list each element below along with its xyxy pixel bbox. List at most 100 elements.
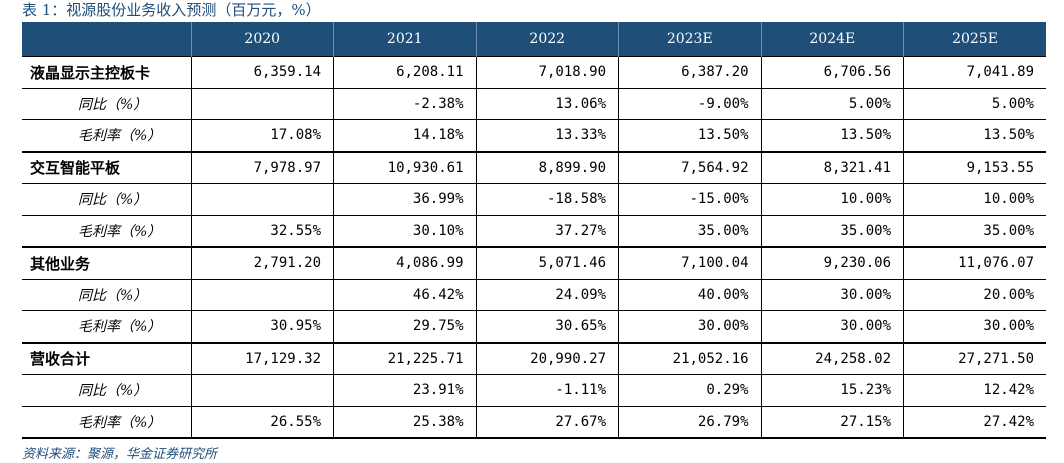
row-label: 交互智能平板 xyxy=(22,150,192,184)
value-cell: 32.55% xyxy=(191,214,334,247)
source-note: 资料来源：聚源，华金证券研究所 xyxy=(22,447,218,462)
row-label: 营收合计 xyxy=(22,341,192,375)
row-label: 毛利率（%） xyxy=(22,214,192,247)
metric-row: 同比（%） 23.91% -1.11% 0.29% 15.23% 12.42% xyxy=(22,374,1046,406)
value-cell: 6,706.56 xyxy=(761,56,904,88)
value-cell: 8,321.41 xyxy=(761,150,904,184)
metric-row: 毛利率（%） 17.08% 14.18% 13.33% 13.50% 13.50% 13.5… xyxy=(22,119,1046,152)
row-label: 液晶显示主控板卡 xyxy=(22,56,192,88)
value-cell: 30.65% xyxy=(476,310,619,343)
value-cell: 7,018.90 xyxy=(476,56,619,88)
value-cell: 12.42% xyxy=(903,374,1046,406)
value-cell: 10,930.61 xyxy=(333,150,477,184)
metric-row: 同比（%） -2.38% 13.06% -9.00% 5.00% 5.00% xyxy=(22,87,1046,120)
header-year-cell: 2025E xyxy=(903,22,1046,57)
value-cell: 4,086.99 xyxy=(333,246,477,279)
value-cell: 37.27% xyxy=(476,214,619,247)
value-cell xyxy=(191,87,334,120)
value-cell: 7,978.97 xyxy=(191,150,334,184)
value-cell: 30.00% xyxy=(761,278,904,311)
value-cell: 13.50% xyxy=(903,119,1046,152)
value-cell: 0.29% xyxy=(618,374,762,406)
value-cell: 29.75% xyxy=(333,310,477,343)
value-cell: 7,100.04 xyxy=(618,246,762,279)
segment-row: 营收合计 17,129.32 21,225.71 20,990.27 21,052.16… xyxy=(22,341,1046,375)
value-cell: 5,071.46 xyxy=(476,246,619,279)
value-cell: 23.91% xyxy=(333,374,477,406)
value-cell: 20.00% xyxy=(903,278,1046,311)
value-cell: 13.50% xyxy=(618,119,762,152)
segment-row: 液晶显示主控板卡 6,359.14 6,208.11 7,018.90 6,387.20… xyxy=(22,56,1046,88)
value-cell: 30.00% xyxy=(618,310,762,343)
value-cell: 13.50% xyxy=(761,119,904,152)
value-cell: 15.23% xyxy=(761,374,904,406)
row-label: 同比（%） xyxy=(22,374,192,406)
value-cell: 27.67% xyxy=(476,405,619,439)
table-caption: 表 1：视源股份业务收入预测（百万元，%） xyxy=(22,1,321,19)
value-cell: 25.38% xyxy=(333,405,477,439)
value-cell: 21,225.71 xyxy=(333,341,477,375)
value-cell: 24.09% xyxy=(476,278,619,311)
value-cell: 8,899.90 xyxy=(476,150,619,184)
value-cell: 9,230.06 xyxy=(761,246,904,279)
value-cell: 9,153.55 xyxy=(903,150,1046,184)
metric-row: 毛利率（%） 26.55% 25.38% 27.67% 26.79% 27.15% 27.4… xyxy=(22,405,1046,439)
header-year-cell: 2024E xyxy=(761,22,904,57)
value-cell: 30.00% xyxy=(903,310,1046,343)
header-year-cell: 2022 xyxy=(476,22,619,57)
value-cell: 17.08% xyxy=(191,119,334,152)
value-cell: 35.00% xyxy=(903,214,1046,247)
header-year-cell: 2020 xyxy=(191,22,334,57)
value-cell: -15.00% xyxy=(618,183,762,215)
value-cell: 5.00% xyxy=(761,87,904,120)
value-cell: 6,387.20 xyxy=(618,56,762,88)
header-row: 2020 2021 2022 2023E 2024E 2025E xyxy=(22,22,1046,57)
revenue-forecast-table: 2020 2021 2022 2023E 2024E 2025E 液晶显示主控板卡 6,35… xyxy=(22,22,1046,439)
value-cell: 26.55% xyxy=(191,405,334,439)
value-cell: 10.00% xyxy=(761,183,904,215)
segment-row: 其他业务 2,791.20 4,086.99 5,071.46 7,100.04 9,23… xyxy=(22,246,1046,279)
value-cell: 20,990.27 xyxy=(476,341,619,375)
value-cell xyxy=(191,374,334,406)
row-label: 毛利率（%） xyxy=(22,119,192,152)
header-year-cell: 2021 xyxy=(333,22,477,57)
value-cell: 17,129.32 xyxy=(191,341,334,375)
value-cell: 7,564.92 xyxy=(618,150,762,184)
row-label: 其他业务 xyxy=(22,246,192,279)
table-body: 液晶显示主控板卡 6,359.14 6,208.11 7,018.90 6,387.20… xyxy=(22,56,1046,439)
value-cell: -18.58% xyxy=(476,183,619,215)
row-label: 毛利率（%） xyxy=(22,405,192,439)
value-cell: -1.11% xyxy=(476,374,619,406)
metric-row: 毛利率（%） 32.55% 30.10% 37.27% 35.00% 35.00% 35.0… xyxy=(22,214,1046,247)
row-label: 同比（%） xyxy=(22,183,192,215)
value-cell: 35.00% xyxy=(761,214,904,247)
value-cell: -9.00% xyxy=(618,87,762,120)
value-cell: 2,791.20 xyxy=(191,246,334,279)
value-cell: 11,076.07 xyxy=(903,246,1046,279)
value-cell: 27,271.50 xyxy=(903,341,1046,375)
metric-row: 同比（%） 46.42% 24.09% 40.00% 30.00% 20.00% xyxy=(22,278,1046,311)
value-cell: 6,208.11 xyxy=(333,56,477,88)
value-cell: 10.00% xyxy=(903,183,1046,215)
header-label-cell xyxy=(22,22,192,57)
header-year-cell: 2023E xyxy=(618,22,762,57)
value-cell: 14.18% xyxy=(333,119,477,152)
value-cell: 21,052.16 xyxy=(618,341,762,375)
value-cell: 6,359.14 xyxy=(191,56,334,88)
value-cell: 27.42% xyxy=(903,405,1046,439)
metric-row: 毛利率（%） 30.95% 29.75% 30.65% 30.00% 30.00% 30.0… xyxy=(22,310,1046,343)
value-cell: 13.33% xyxy=(476,119,619,152)
table-header: 2020 2021 2022 2023E 2024E 2025E xyxy=(22,22,1046,57)
row-label: 毛利率（%） xyxy=(22,310,192,343)
value-cell xyxy=(191,278,334,311)
value-cell: 30.00% xyxy=(761,310,904,343)
value-cell: 36.99% xyxy=(333,183,477,215)
segment-row: 交互智能平板 7,978.97 10,930.61 8,899.90 7,564.92 8… xyxy=(22,150,1046,184)
value-cell: 40.00% xyxy=(618,278,762,311)
value-cell: 46.42% xyxy=(333,278,477,311)
value-cell: 26.79% xyxy=(618,405,762,439)
row-label: 同比（%） xyxy=(22,87,192,120)
value-cell: 24,258.02 xyxy=(761,341,904,375)
value-cell: 35.00% xyxy=(618,214,762,247)
value-cell: -2.38% xyxy=(333,87,477,120)
